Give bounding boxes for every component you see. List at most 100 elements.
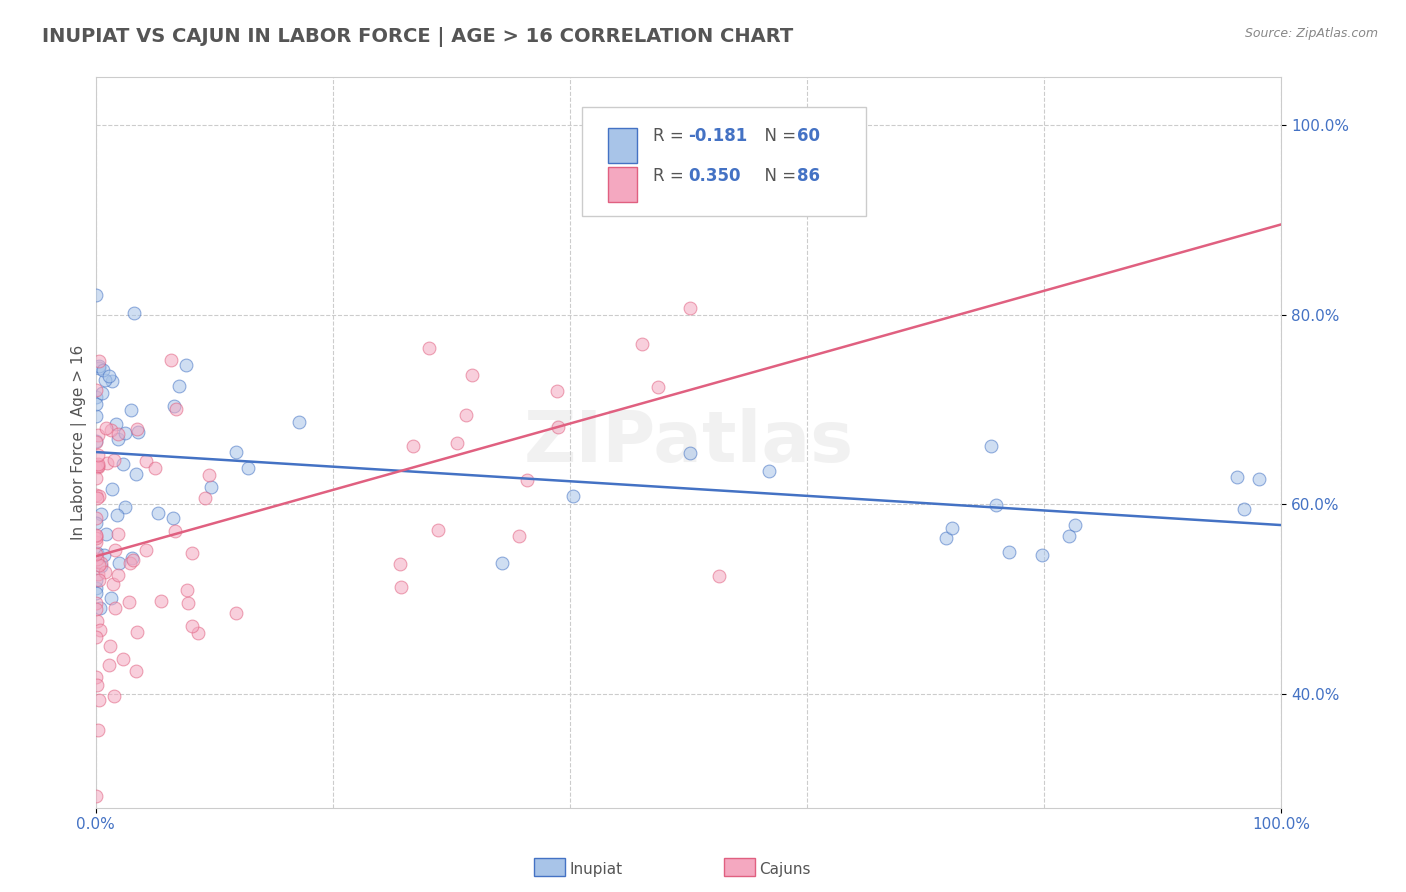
Text: N =: N = bbox=[754, 127, 801, 145]
Point bbox=[108, 556, 131, 570]
FancyBboxPatch shape bbox=[607, 128, 637, 163]
Point bbox=[84, 596, 107, 610]
Point bbox=[84, 409, 107, 423]
Point bbox=[84, 534, 107, 549]
Point bbox=[118, 595, 141, 609]
Point bbox=[546, 384, 568, 398]
Point bbox=[941, 520, 963, 534]
Point bbox=[103, 543, 125, 558]
Point bbox=[105, 508, 128, 522]
Point bbox=[176, 582, 198, 597]
Point bbox=[98, 368, 121, 383]
Text: ZIPatlas: ZIPatlas bbox=[523, 408, 853, 477]
Point bbox=[167, 379, 190, 393]
Point bbox=[630, 337, 652, 351]
Point bbox=[146, 506, 169, 520]
Point bbox=[89, 489, 111, 503]
Point bbox=[980, 439, 1002, 453]
Point bbox=[162, 400, 184, 414]
Point bbox=[86, 678, 108, 692]
Point bbox=[112, 457, 135, 471]
Point bbox=[127, 422, 149, 436]
Point bbox=[86, 448, 108, 462]
Point bbox=[134, 453, 156, 467]
Point bbox=[180, 546, 202, 560]
Text: Source: ZipAtlas.com: Source: ZipAtlas.com bbox=[1244, 27, 1378, 40]
Point bbox=[287, 415, 309, 429]
Text: -0.181: -0.181 bbox=[689, 127, 748, 145]
Point bbox=[87, 457, 110, 471]
Point bbox=[114, 426, 136, 441]
Point bbox=[96, 456, 118, 470]
Point bbox=[389, 580, 412, 594]
Point bbox=[516, 473, 538, 487]
Point bbox=[101, 577, 124, 591]
Point bbox=[105, 417, 128, 431]
Point bbox=[86, 470, 108, 484]
Point bbox=[162, 511, 184, 525]
Point bbox=[84, 434, 107, 449]
Point bbox=[86, 459, 108, 474]
Text: 86: 86 bbox=[797, 167, 821, 185]
Point bbox=[998, 545, 1021, 559]
Point bbox=[707, 568, 730, 582]
Point bbox=[90, 556, 112, 570]
Point bbox=[107, 567, 129, 582]
Point bbox=[84, 390, 107, 404]
Point bbox=[125, 467, 148, 482]
Point bbox=[97, 658, 120, 673]
Point bbox=[107, 526, 129, 541]
Point bbox=[84, 434, 107, 448]
Point bbox=[84, 532, 107, 546]
Point bbox=[174, 358, 197, 372]
Point bbox=[84, 527, 107, 541]
Text: Cajuns: Cajuns bbox=[759, 863, 811, 877]
Point bbox=[1233, 502, 1256, 516]
Point bbox=[89, 601, 111, 615]
FancyBboxPatch shape bbox=[582, 107, 866, 216]
Point bbox=[562, 489, 585, 503]
Point bbox=[84, 397, 107, 411]
Point bbox=[114, 500, 136, 514]
Point bbox=[94, 421, 117, 435]
Point bbox=[446, 436, 468, 450]
Point bbox=[418, 342, 440, 356]
Text: R =: R = bbox=[652, 167, 689, 185]
Point bbox=[122, 553, 145, 567]
Point bbox=[87, 693, 110, 707]
Point bbox=[125, 625, 148, 640]
Point bbox=[103, 689, 125, 703]
Point bbox=[84, 288, 107, 302]
Point bbox=[93, 548, 115, 562]
Point bbox=[238, 461, 260, 475]
Point bbox=[143, 461, 166, 475]
Text: INUPIAT VS CAJUN IN LABOR FORCE | AGE > 16 CORRELATION CHART: INUPIAT VS CAJUN IN LABOR FORCE | AGE > … bbox=[42, 27, 793, 46]
Point bbox=[120, 403, 142, 417]
Point bbox=[89, 558, 111, 573]
Point bbox=[89, 354, 111, 368]
Point bbox=[84, 573, 107, 587]
Point bbox=[96, 527, 118, 541]
Point bbox=[84, 581, 107, 595]
Text: N =: N = bbox=[754, 167, 801, 185]
Point bbox=[87, 573, 110, 587]
Point bbox=[225, 445, 247, 459]
Point bbox=[84, 511, 107, 525]
Point bbox=[200, 480, 222, 494]
Point bbox=[84, 601, 107, 615]
Point bbox=[89, 360, 111, 375]
Point bbox=[491, 557, 513, 571]
Point bbox=[112, 651, 135, 665]
Point bbox=[100, 423, 122, 437]
Point bbox=[103, 453, 125, 467]
Point bbox=[91, 363, 114, 377]
Text: 0.350: 0.350 bbox=[689, 167, 741, 185]
Point bbox=[87, 723, 110, 738]
Point bbox=[508, 529, 530, 543]
Point bbox=[84, 630, 107, 644]
Point bbox=[84, 670, 107, 684]
Text: 60: 60 bbox=[797, 127, 821, 145]
Point bbox=[187, 625, 209, 640]
Point bbox=[426, 523, 449, 537]
Point bbox=[402, 439, 425, 453]
